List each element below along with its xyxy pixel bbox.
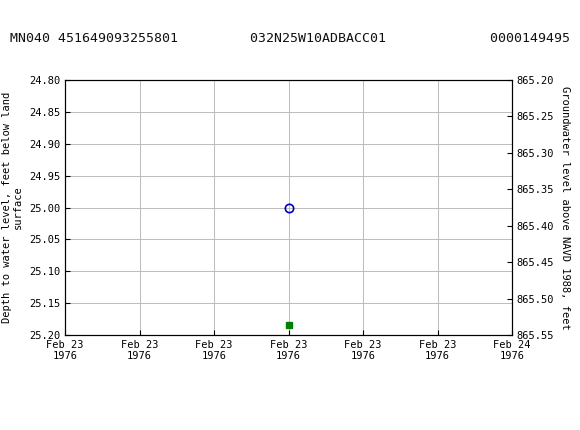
Text: ≋USGS: ≋USGS — [10, 6, 81, 24]
Text: MN040 451649093255801         032N25W10ADBACC01             0000149495: MN040 451649093255801 032N25W10ADBACC01 … — [10, 32, 570, 45]
Y-axis label: Depth to water level, feet below land
surface: Depth to water level, feet below land su… — [2, 92, 23, 323]
Y-axis label: Groundwater level above NAVD 1988, feet: Groundwater level above NAVD 1988, feet — [560, 86, 570, 329]
